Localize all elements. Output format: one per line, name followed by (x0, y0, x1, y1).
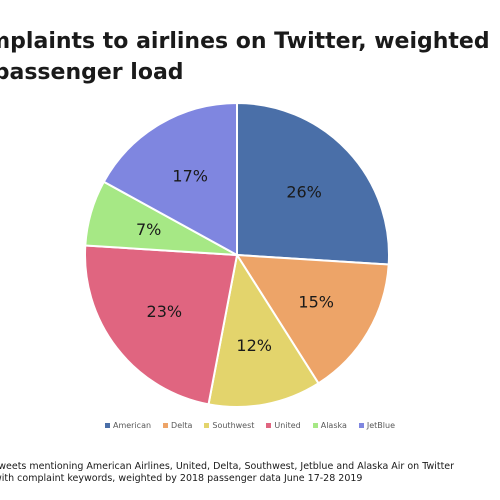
footnote-line-1: Tweets mentioning American Airlines, Uni… (0, 461, 455, 472)
data-label-jetblue: 17% (172, 166, 208, 185)
legend-item-american: American (104, 421, 152, 430)
pie-slice-american (236, 101, 390, 266)
legend-swatch-jetblue (358, 423, 364, 428)
data-label-delta: 15% (298, 292, 334, 311)
pie-slice-southwest (207, 252, 320, 409)
data-label-alaska: 7% (136, 220, 161, 239)
footnote-line-2: with complaint keywords, weighted by 201… (0, 473, 363, 484)
legend-item-jetblue: JetBlue (358, 421, 396, 430)
chart-footnote: Tweets mentioning American Airlines, Uni… (0, 461, 500, 485)
data-label-american: 26% (286, 183, 322, 202)
pie-data-labels: 26% 15% 12% 23% 7% 17% (136, 166, 334, 355)
legend-label-jetblue: JetBlue (366, 421, 396, 430)
legend-label-american: American (112, 421, 152, 430)
data-label-united: 23% (147, 302, 183, 321)
pie-slice-delta (235, 253, 390, 385)
legend-swatch-delta (163, 423, 169, 428)
legend-label-southwest: Southwest (212, 421, 255, 430)
pie-slice-jetblue (102, 101, 238, 257)
legend-label-delta: Delta (171, 421, 193, 430)
legend-swatch-alaska (312, 423, 318, 428)
legend-swatch-american (104, 423, 110, 428)
legend-item-delta: Delta (163, 421, 192, 430)
legend-swatch-southwest (204, 423, 210, 428)
chart-legend: American Delta Southwest United Alaska JetBlu… (0, 421, 500, 430)
legend-item-alaska: Alaska (312, 421, 347, 430)
legend-label-alaska: Alaska (320, 421, 347, 430)
legend-label-united: United (274, 421, 301, 430)
pie-slice-united (84, 244, 239, 406)
chart-title: Complaints to airlines on Twitter, weigh… (0, 29, 490, 85)
legend-item-southwest: Southwest (204, 421, 254, 430)
legend-item-united: United (266, 421, 301, 430)
pie-slices (84, 101, 390, 409)
legend-swatch-united (266, 423, 272, 428)
data-label-southwest: 12% (236, 336, 272, 355)
